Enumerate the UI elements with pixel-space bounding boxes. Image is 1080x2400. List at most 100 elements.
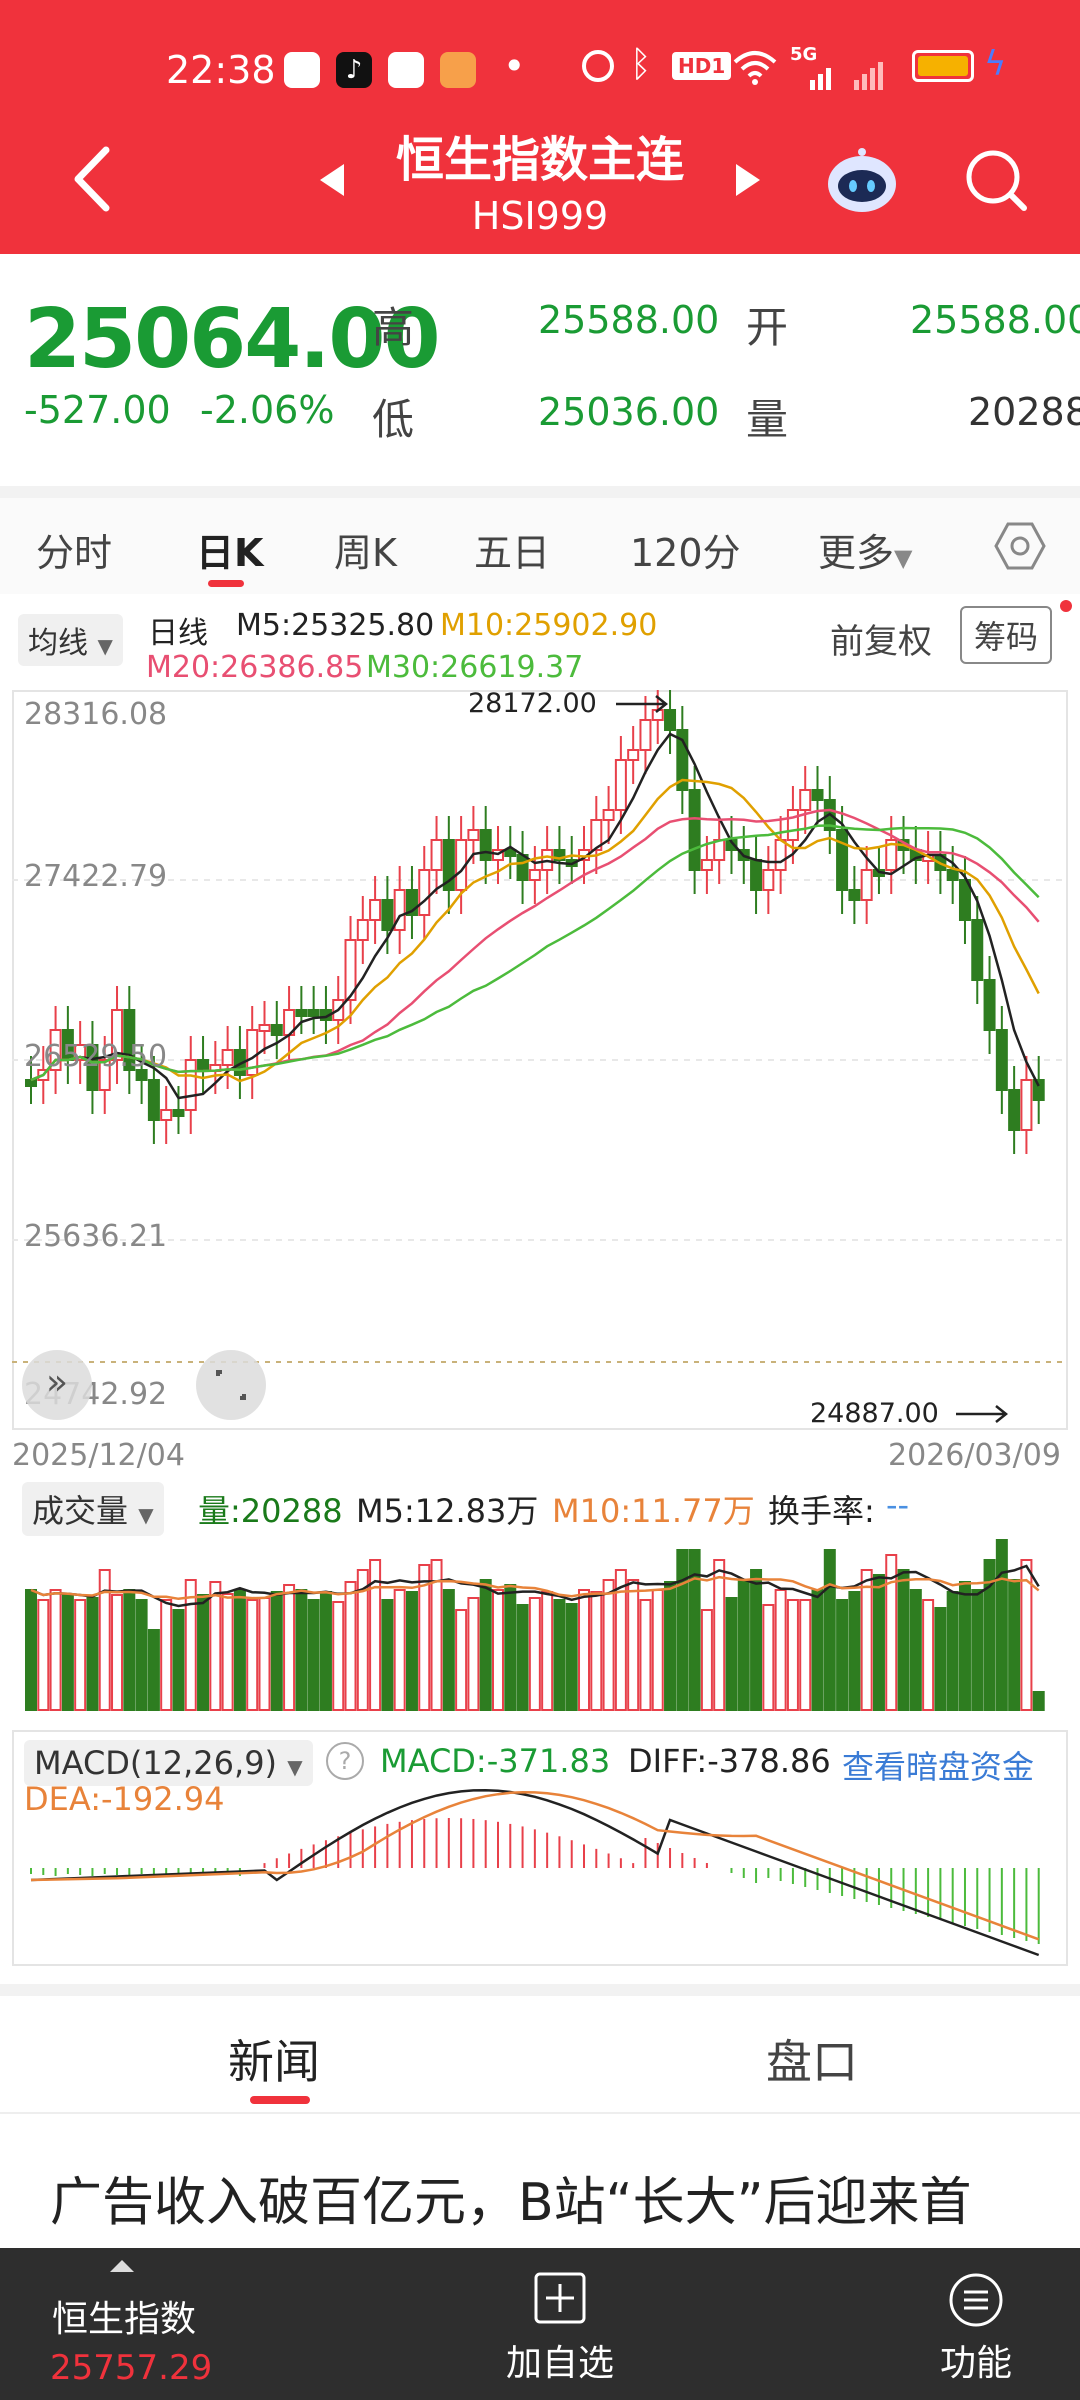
candle-body <box>590 819 603 851</box>
settings-hexagon-icon[interactable] <box>994 520 1046 572</box>
dark-pool-link[interactable]: 查看暗盘资金 <box>842 1748 1035 1786</box>
volume-bar <box>627 1579 640 1711</box>
expand-up-icon[interactable] <box>108 2258 136 2274</box>
price-change: -527.00 <box>24 388 171 432</box>
volume-chart[interactable] <box>12 1532 1068 1712</box>
macd-chart[interactable] <box>12 1730 1068 1966</box>
tab-orderbook[interactable]: 盘口 <box>766 2035 858 2089</box>
high-value: 25588.00 <box>538 298 720 342</box>
period-tabs: 分时 日K 周K 五日 120分 更多▼ <box>0 498 1080 594</box>
ma20-label: M20:26386.85 <box>146 650 364 685</box>
candle-body <box>700 859 713 871</box>
tab-120min[interactable]: 120分 <box>630 531 741 575</box>
volume-bar <box>922 1599 935 1711</box>
volume-bar <box>872 1574 885 1711</box>
next-contract-button[interactable] <box>734 162 764 198</box>
news-headline[interactable]: 广告收入破百亿元，B站“长大”后迎来首 <box>50 2173 972 2233</box>
volume-bar <box>61 1594 74 1711</box>
volume-bar <box>491 1589 504 1711</box>
candle-body <box>614 759 627 811</box>
volume-bar <box>172 1609 185 1711</box>
volume-bar <box>369 1559 382 1711</box>
price-chart[interactable]: 28316.08 27422.79 26529.50 25636.21 2474… <box>12 690 1068 1430</box>
last-price: 25064.00 <box>24 292 441 387</box>
volume-bar <box>430 1559 443 1711</box>
line-type-label: 日线 <box>148 616 208 651</box>
back-button[interactable] <box>66 144 116 214</box>
volume-bar <box>319 1591 332 1711</box>
adjust-mode[interactable]: 前复权 <box>830 622 932 662</box>
app-1-icon <box>284 52 320 88</box>
add-watch-icon[interactable] <box>534 2272 586 2324</box>
candle-body <box>750 859 763 891</box>
ma10-label: M10:25902.90 <box>440 608 658 643</box>
candle-body <box>971 919 984 981</box>
candle-body <box>479 829 492 861</box>
candle-body <box>848 889 861 901</box>
y-label-4: 25636.21 <box>24 1219 167 1254</box>
candle-body <box>258 1024 271 1032</box>
bottom-nav: 恒生指数 25757.29 加自选 功能 <box>0 2248 1080 2400</box>
turnover-label: 换手率: <box>768 1492 875 1530</box>
index-name[interactable]: 恒生指数 <box>52 2299 197 2340</box>
macd-select[interactable]: MACD(12,26,9) ▼ <box>24 1740 313 1786</box>
tab-daily-k[interactable]: 日K <box>196 531 264 575</box>
candle-body <box>49 1029 62 1071</box>
volume-bar <box>516 1604 529 1711</box>
help-icon[interactable]: ? <box>326 1742 364 1780</box>
low-label: 低 <box>372 395 415 444</box>
volume-bar <box>381 1599 394 1711</box>
volume-bar <box>455 1609 468 1711</box>
expand-sidebar-button[interactable]: » <box>22 1350 92 1420</box>
tab-more[interactable]: 更多▼ <box>818 522 912 577</box>
candle-body <box>627 749 640 761</box>
candle-body <box>553 849 566 861</box>
prev-contract-button[interactable] <box>316 162 346 198</box>
volume-select[interactable]: 成交量 ▼ <box>22 1482 164 1536</box>
page-subtitle: HSI999 <box>471 194 609 238</box>
volume-bar <box>983 1559 996 1711</box>
candle-body <box>516 854 529 881</box>
search-icon[interactable] <box>964 148 1030 214</box>
tiktok-icon: ♪ <box>336 52 372 88</box>
volume-bar <box>74 1599 87 1711</box>
add-watch-button[interactable]: 加自选 <box>506 2343 615 2384</box>
functions-button[interactable]: 功能 <box>940 2343 1013 2384</box>
volume-bar <box>184 1579 197 1711</box>
ma-select[interactable]: 均线 ▼ <box>18 614 123 666</box>
candle-body <box>958 879 971 921</box>
high-marker: 28172.00 <box>468 690 597 719</box>
hd-icon: HD1 <box>672 52 732 80</box>
candle-body <box>369 899 382 921</box>
chips-button[interactable]: 筹码 <box>960 606 1053 664</box>
low-value: 25036.00 <box>538 390 720 434</box>
ma30-label: M30:26619.37 <box>366 650 584 685</box>
volume-bar <box>283 1584 296 1711</box>
bluetooth-icon: ᛒ <box>630 44 652 85</box>
robot-assistant-icon[interactable] <box>824 146 900 216</box>
volume-bar <box>295 1589 308 1711</box>
candle-body <box>799 789 812 811</box>
volume-bar <box>725 1597 738 1711</box>
menu-icon[interactable] <box>948 2272 1004 2328</box>
tab-weekly-k[interactable]: 周K <box>334 531 397 575</box>
candle-body <box>86 1044 99 1091</box>
news-tab-indicator <box>250 2096 310 2104</box>
fullscreen-button[interactable] <box>196 1350 266 1420</box>
tab-five-day[interactable]: 五日 <box>474 531 551 575</box>
candle-body <box>430 839 443 871</box>
candle-body <box>1008 1089 1021 1131</box>
date-end: 2026/03/09 <box>888 1438 1061 1473</box>
date-start: 2025/12/04 <box>12 1438 185 1473</box>
candle-body <box>356 919 369 941</box>
app-4-icon <box>440 52 476 88</box>
dea-value: DEA:-192.94 <box>24 1780 225 1818</box>
volume-bar <box>750 1569 763 1711</box>
macd-value: MACD:-371.83 <box>380 1742 611 1780</box>
volume-bar <box>479 1579 492 1711</box>
candle-body <box>160 1109 173 1121</box>
volume-label: 量 <box>746 395 789 444</box>
volume-bar <box>811 1589 824 1711</box>
tab-intraday[interactable]: 分时 <box>36 531 113 575</box>
tab-news[interactable]: 新闻 <box>228 2035 320 2089</box>
